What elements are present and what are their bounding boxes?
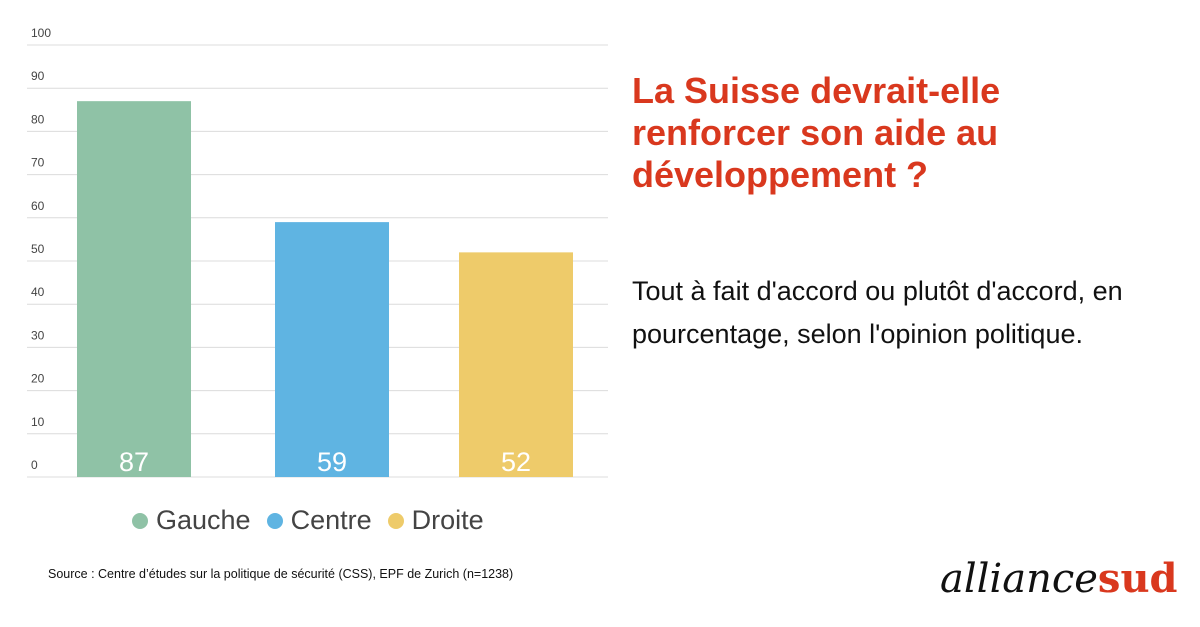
data-label: 52 [501,447,531,477]
source-note: Source : Centre d’études sur la politiqu… [48,567,514,581]
legend-label: Droite [411,505,484,535]
alliance-sud-logo: alliancesud [940,555,1178,602]
bar-gauche [77,101,191,477]
y-tick-label: 70 [31,156,45,170]
y-tick-label: 100 [31,26,51,40]
legend-dot-centre [266,512,283,529]
y-tick-label: 30 [31,328,45,342]
chart-title: La Suisse devrait-elle renforcer son aid… [632,70,1001,195]
legend-label: Centre [290,505,372,535]
bar-chart: 0 10 20 30 40 50 60 70 80 90 100 87 59 52 [27,26,608,478]
legend: Gauche Centre Droite [132,505,484,536]
y-tick-label: 20 [31,372,45,386]
y-tick-label: 90 [31,69,45,83]
y-tick-label: 0 [31,458,38,472]
y-tick-label: 80 [31,112,45,126]
y-tick-label: 10 [31,415,45,429]
y-tick-label: 50 [31,242,45,256]
logo-part-sud: sud [1097,555,1178,602]
legend-dot-gauche [132,512,148,529]
legend-item-gauche: Gauche [132,505,251,536]
legend-label: Gauche [156,505,251,535]
data-label: 87 [119,447,149,477]
y-tick-label: 40 [31,285,45,299]
data-label: 59 [317,447,347,477]
y-tick-label: 60 [31,199,45,213]
legend-item-droite: Droite [387,505,484,536]
legend-dot-droite [387,512,404,529]
bar-centre [275,222,389,477]
logo-part-alliance: alliance [940,556,1098,602]
legend-item-centre: Centre [266,505,372,536]
chart-subtitle: Tout à fait d'accord ou plutôt d'accord,… [632,276,1123,349]
bar-droite [459,252,573,477]
